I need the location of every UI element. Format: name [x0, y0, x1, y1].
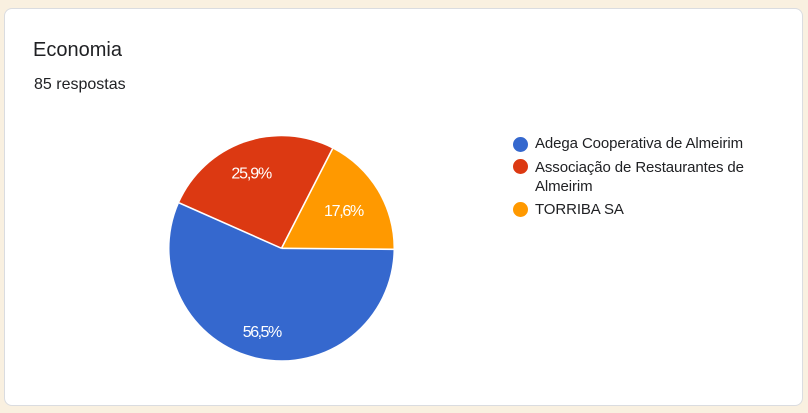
svg-text:56,5%: 56,5% [243, 324, 282, 341]
svg-text:17,6%: 17,6% [324, 203, 364, 220]
svg-text:25,9%: 25,9% [231, 166, 272, 183]
